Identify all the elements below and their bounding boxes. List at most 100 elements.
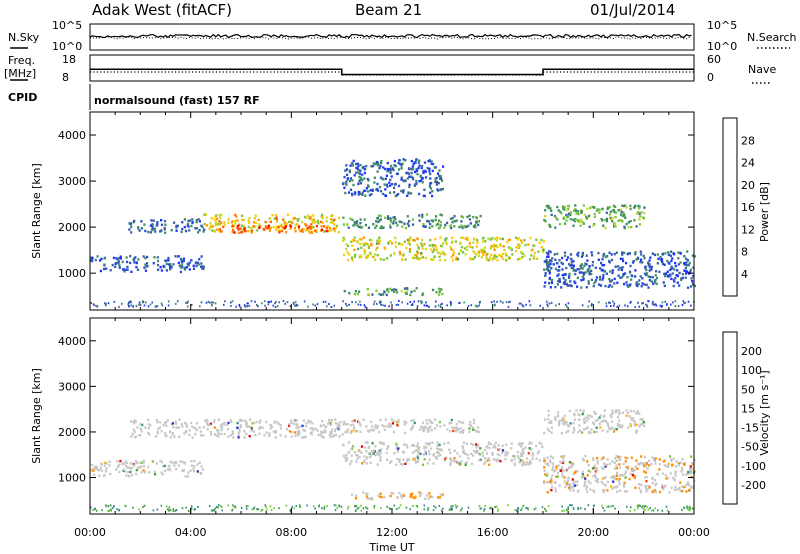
cell-0 <box>143 266 146 269</box>
freq-label: Freq. <box>8 54 35 67</box>
near-range-cell <box>435 300 437 303</box>
near-range-cell <box>514 509 517 511</box>
cell-2 <box>281 229 284 233</box>
cell-2 <box>471 443 475 447</box>
near-range-cell <box>107 510 109 512</box>
cell-1 <box>156 431 159 435</box>
cell-5 <box>573 418 577 421</box>
near-range-cell <box>644 505 647 507</box>
cell-3 <box>443 424 446 427</box>
cell-5 <box>625 414 628 417</box>
cell-2 <box>350 448 353 451</box>
cell-7 <box>417 161 420 164</box>
cell-1 <box>209 422 212 425</box>
cell-9 <box>557 280 560 283</box>
cell-0 <box>105 462 108 465</box>
cell-4 <box>353 255 357 258</box>
cell-9 <box>648 259 651 262</box>
cell-7 <box>349 188 353 191</box>
cell-0 <box>134 459 137 463</box>
cell-8 <box>572 224 575 227</box>
cell-2 <box>303 215 307 219</box>
near-range-cell <box>587 504 590 507</box>
cell-1 <box>144 426 147 429</box>
cell-9 <box>674 264 677 268</box>
cell-4 <box>416 237 419 241</box>
cell-6 <box>616 490 619 493</box>
cell-0 <box>145 262 149 265</box>
cell-9 <box>602 273 605 277</box>
near-range-cell <box>661 509 664 512</box>
cell-0 <box>179 460 182 463</box>
near-range-cell <box>286 301 289 304</box>
cell-7 <box>436 188 439 191</box>
cell-6 <box>596 479 599 482</box>
cell-5 <box>610 412 614 416</box>
cell-9 <box>634 275 637 278</box>
cell-9 <box>665 272 668 275</box>
cell-6 <box>568 461 571 464</box>
near-range-cell <box>637 507 639 510</box>
cell-3 <box>468 427 471 430</box>
cell-4 <box>478 250 481 253</box>
cell-2 <box>344 459 347 463</box>
cell-7 <box>357 171 360 174</box>
cell-6 <box>631 474 635 477</box>
near-range-cell <box>186 301 189 304</box>
cell-1 <box>220 428 223 432</box>
cell-4 <box>394 236 397 240</box>
near-range-cell <box>641 302 643 305</box>
cell-9 <box>644 265 647 269</box>
cell-3 <box>372 428 376 432</box>
cell-8 <box>623 226 626 230</box>
cell-2 <box>423 452 426 456</box>
near-range-cell <box>105 504 107 507</box>
y-tick-label-3: 4000 <box>58 335 86 348</box>
cell-5 <box>599 414 602 417</box>
cell-4 <box>540 238 543 242</box>
cell-4 <box>487 259 491 262</box>
cell-4 <box>466 236 469 240</box>
cell-2 <box>437 454 440 457</box>
cell-7 <box>400 164 403 167</box>
cell-1 <box>304 425 308 428</box>
cell-3 <box>308 231 311 234</box>
cell-6 <box>667 462 670 466</box>
cell-9 <box>548 250 551 253</box>
cell-2 <box>525 461 528 464</box>
cell-2 <box>247 219 250 222</box>
cell-7 <box>355 166 358 170</box>
cell-1 <box>243 436 246 439</box>
cell-3 <box>349 423 352 427</box>
cell-1 <box>232 436 235 439</box>
cell-4 <box>444 253 447 256</box>
cell-5 <box>600 420 603 423</box>
cell-1 <box>338 435 341 438</box>
cell-2 <box>364 441 367 444</box>
cell-0 <box>122 462 125 465</box>
cell-8 <box>593 223 596 226</box>
cell-3 <box>358 422 361 425</box>
cell-4 <box>383 495 386 499</box>
cell-5 <box>421 213 424 216</box>
cell-8 <box>614 215 617 219</box>
cell-9 <box>639 260 642 264</box>
cell-1 <box>231 432 234 435</box>
cell-4 <box>431 245 434 248</box>
cell-4 <box>374 258 377 261</box>
cell-2 <box>453 460 456 463</box>
cell-9 <box>610 279 614 282</box>
cell-2 <box>275 218 278 221</box>
cell-2 <box>395 442 398 446</box>
cell-9 <box>639 275 642 278</box>
cell-5 <box>582 418 585 421</box>
cell-9 <box>655 270 658 273</box>
cell-0 <box>181 460 184 464</box>
cell-4 <box>431 243 434 247</box>
cell-3 <box>450 418 453 422</box>
cell-9 <box>611 285 614 288</box>
cell-2 <box>290 221 294 224</box>
cell-7 <box>401 162 404 165</box>
cell-5 <box>418 219 421 222</box>
cell-0 <box>118 266 121 269</box>
